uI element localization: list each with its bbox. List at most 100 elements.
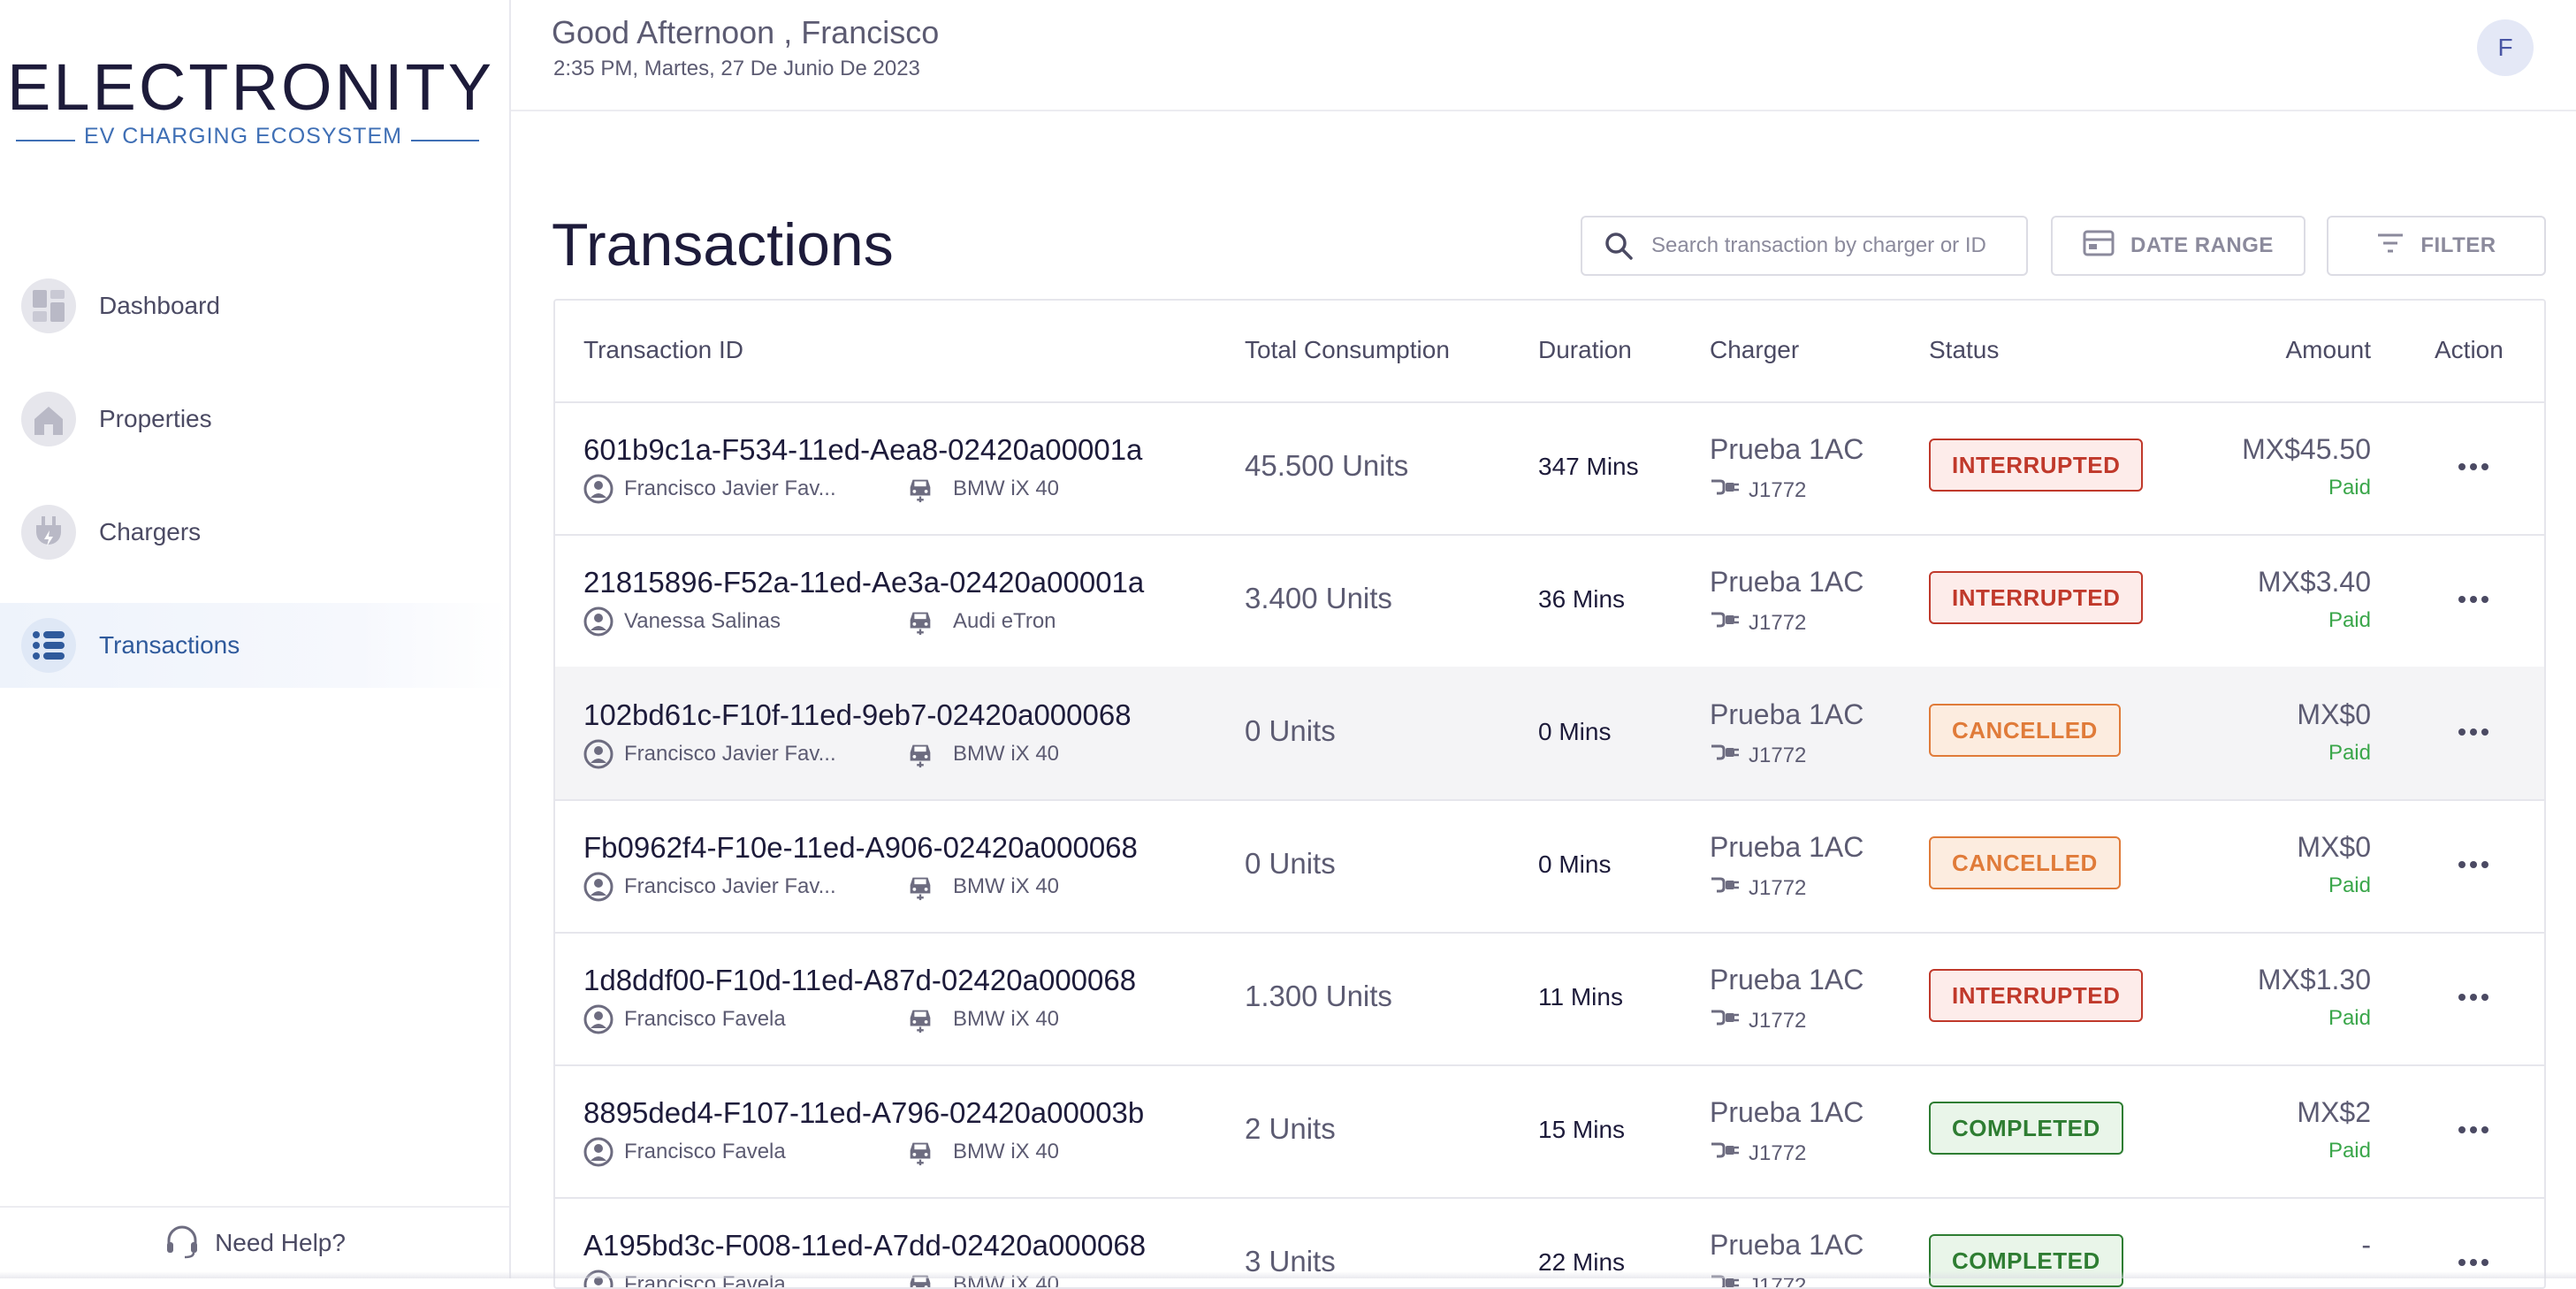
more-actions-icon[interactable] — [2456, 847, 2491, 882]
transaction-vehicle: BMW iX 40 — [905, 474, 1059, 504]
status-badge: CANCELLED — [1929, 704, 2121, 757]
more-actions-icon[interactable] — [2456, 449, 2491, 484]
duration: 36 Mins — [1538, 585, 1625, 614]
amount: MX$0 — [2297, 831, 2371, 864]
payment-status: Paid — [2328, 1139, 2371, 1163]
user-icon — [583, 739, 614, 769]
payment-status: Paid — [2328, 741, 2371, 766]
transaction-vehicle: Audi eTron — [905, 606, 1056, 637]
amount: MX$0 — [2297, 698, 2371, 731]
transaction-vehicle: BMW iX 40 — [905, 1137, 1059, 1167]
status-badge: INTERRUPTED — [1929, 439, 2143, 492]
more-actions-icon[interactable] — [2456, 582, 2491, 617]
sidebar-item-transactions[interactable]: Transactions — [0, 603, 509, 688]
help-link[interactable]: Need Help? — [0, 1206, 509, 1278]
page-title: Transactions — [552, 210, 894, 279]
table-header: Transaction ID Total Consumption Duratio… — [555, 301, 2544, 403]
total-consumption: 2 Units — [1245, 1112, 1336, 1146]
filter-button[interactable]: FILTER — [2327, 216, 2546, 276]
transaction-user: Francisco Javier Fav... — [583, 474, 836, 504]
user-name: Vanessa Salinas — [624, 609, 781, 634]
charger-name: Prueba 1AC — [1710, 698, 1863, 731]
more-actions-icon[interactable] — [2456, 980, 2491, 1015]
dashboard-icon — [21, 278, 76, 333]
brand-logo[interactable]: ELECTRONITY EV CHARGING ECOSYSTEM — [7, 55, 492, 154]
search-icon — [1604, 231, 1634, 261]
connector-icon — [1710, 873, 1740, 903]
duration: 11 Mins — [1538, 983, 1623, 1011]
user-name: Francisco Favela — [624, 1140, 786, 1164]
search-input[interactable] — [1650, 233, 2007, 259]
headset-icon — [164, 1223, 201, 1264]
sidebar: ELECTRONITY EV CHARGING ECOSYSTEM Dashbo… — [0, 0, 511, 1278]
column-header-status: Status — [1929, 336, 1999, 364]
connector-type: J1772 — [1710, 608, 1806, 637]
sidebar-item-label: Properties — [99, 405, 212, 433]
sidebar-item-label: Dashboard — [99, 292, 220, 320]
sidebar-item-dashboard[interactable]: Dashboard — [0, 263, 509, 348]
top-bar: Good Afternoon , Francisco 2:35 PM, Mart… — [511, 0, 2576, 111]
column-header-duration: Duration — [1538, 336, 1632, 364]
sidebar-item-properties[interactable]: Properties — [0, 377, 509, 461]
brand-tagline-box: EV CHARGING ECOSYSTEM — [7, 124, 479, 149]
status-badge: COMPLETED — [1929, 1102, 2123, 1155]
date-range-button[interactable]: DATE RANGE — [2051, 216, 2305, 276]
transaction-id: A195bd3c-F008-11ed-A7dd-02420a000068 — [583, 1229, 1146, 1262]
current-datetime: 2:35 PM, Martes, 27 De Junio De 2023 — [553, 57, 920, 81]
amount: MX$2 — [2297, 1096, 2371, 1129]
column-header-amount: Amount — [2286, 336, 2372, 364]
connector-icon — [1710, 741, 1740, 770]
column-header-total-consumption: Total Consumption — [1245, 336, 1450, 364]
sidebar-item-chargers[interactable]: Chargers — [0, 490, 509, 575]
payment-status: Paid — [2328, 1006, 2371, 1031]
transaction-id: 102bd61c-F10f-11ed-9eb7-02420a000068 — [583, 698, 1132, 732]
table-row[interactable]: 21815896-F52a-11ed-Ae3a-02420a00001a Vane… — [555, 534, 2544, 668]
transactions-table: Transaction ID Total Consumption Duratio… — [553, 299, 2546, 1289]
charger-name: Prueba 1AC — [1710, 433, 1863, 466]
vehicle-name: BMW iX 40 — [953, 1140, 1059, 1164]
payment-status: Paid — [2328, 608, 2371, 633]
total-consumption: 0 Units — [1245, 847, 1336, 881]
connector-type: J1772 — [1710, 873, 1806, 903]
total-consumption: 3.400 Units — [1245, 582, 1392, 615]
user-icon — [583, 474, 614, 504]
transaction-user: Vanessa Salinas — [583, 606, 781, 637]
connector-label: J1772 — [1749, 744, 1806, 768]
bottom-shadow — [0, 1271, 2576, 1278]
more-actions-icon[interactable] — [2456, 714, 2491, 750]
transaction-id: 601b9c1a-F534-11ed-Aea8-02420a00001a — [583, 433, 1142, 467]
connector-icon — [1710, 608, 1740, 637]
duration: 347 Mins — [1538, 453, 1639, 481]
amount: MX$1.30 — [2258, 964, 2371, 996]
car-icon — [905, 739, 935, 769]
brand-tagline-wrap: EV CHARGING ECOSYSTEM — [7, 124, 479, 154]
vehicle-name: BMW iX 40 — [953, 742, 1059, 767]
brand-tagline: EV CHARGING ECOSYSTEM — [75, 124, 411, 149]
column-header-charger: Charger — [1710, 336, 1799, 364]
total-consumption: 1.300 Units — [1245, 980, 1392, 1013]
transaction-id: 8895ded4-F107-11ed-A796-02420a00003b — [583, 1096, 1144, 1130]
transaction-id: 21815896-F52a-11ed-Ae3a-02420a00001a — [583, 566, 1144, 599]
avatar[interactable]: F — [2477, 19, 2534, 76]
user-icon — [583, 1137, 614, 1167]
user-icon — [583, 1004, 614, 1034]
home-icon — [21, 392, 76, 446]
sidebar-item-label: Transactions — [99, 631, 240, 660]
connector-type: J1772 — [1710, 1006, 1806, 1035]
search-box[interactable] — [1581, 216, 2028, 276]
more-actions-icon[interactable] — [2456, 1112, 2491, 1148]
status-badge: INTERRUPTED — [1929, 571, 2143, 624]
user-icon — [583, 606, 614, 637]
duration: 15 Mins — [1538, 1116, 1625, 1144]
table-row[interactable]: 8895ded4-F107-11ed-A796-02420a00003b Fran… — [555, 1064, 2544, 1199]
payment-status: Paid — [2328, 476, 2371, 500]
table-row[interactable]: 601b9c1a-F534-11ed-Aea8-02420a00001a Fran… — [555, 401, 2544, 536]
car-icon — [905, 872, 935, 902]
sidebar-item-label: Chargers — [99, 518, 201, 546]
duration: 0 Mins — [1538, 850, 1611, 879]
payment-status: Paid — [2328, 873, 2371, 898]
column-header-action: Action — [2435, 336, 2504, 364]
